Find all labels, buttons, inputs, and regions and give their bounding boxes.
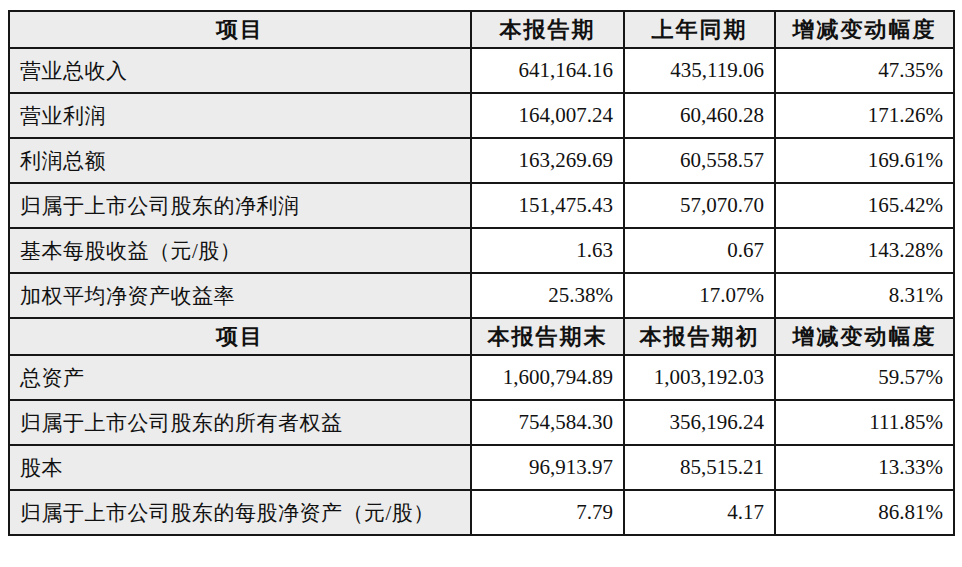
cell-change-percent: 143.28% (775, 228, 954, 273)
financial-summary-table: 项目本报告期上年同期增减变动幅度营业总收入641,164.16435,119.0… (8, 10, 955, 536)
cell-change-percent: 59.57% (775, 355, 954, 400)
cell-change-percent: 13.33% (775, 445, 954, 490)
column-header-value-col-2: 上年同期 (624, 11, 775, 48)
header-row-section-1: 项目本报告期上年同期增减变动幅度 (9, 11, 954, 48)
table-row: 营业总收入641,164.16435,119.0647.35% (9, 48, 954, 93)
row-label: 利润总额 (9, 138, 471, 183)
table-row: 总资产1,600,794.891,003,192.0359.57% (9, 355, 954, 400)
cell-value-col-1: 1,600,794.89 (471, 355, 624, 400)
cell-value-col-1: 641,164.16 (471, 48, 624, 93)
row-label: 总资产 (9, 355, 471, 400)
row-label: 营业总收入 (9, 48, 471, 93)
column-header-row-label: 项目 (9, 318, 471, 355)
table-row: 归属于上市公司股东的每股净资产（元/股）7.794.1786.81% (9, 490, 954, 535)
row-label: 基本每股收益（元/股） (9, 228, 471, 273)
row-label: 归属于上市公司股东的每股净资产（元/股） (9, 490, 471, 535)
cell-value-col-2: 0.67 (624, 228, 775, 273)
row-label: 归属于上市公司股东的所有者权益 (9, 400, 471, 445)
column-header-change-percent: 增减变动幅度 (775, 318, 954, 355)
row-label: 归属于上市公司股东的净利润 (9, 183, 471, 228)
cell-value-col-1: 163,269.69 (471, 138, 624, 183)
column-header-row-label: 项目 (9, 11, 471, 48)
cell-value-col-2: 57,070.70 (624, 183, 775, 228)
table-row: 营业利润164,007.2460,460.28171.26% (9, 93, 954, 138)
cell-value-col-1: 754,584.30 (471, 400, 624, 445)
table-body: 项目本报告期上年同期增减变动幅度营业总收入641,164.16435,119.0… (9, 11, 954, 535)
cell-value-col-2: 356,196.24 (624, 400, 775, 445)
cell-change-percent: 171.26% (775, 93, 954, 138)
cell-value-col-2: 435,119.06 (624, 48, 775, 93)
cell-value-col-1: 25.38% (471, 273, 624, 318)
column-header-value-col-1: 本报告期 (471, 11, 624, 48)
row-label: 股本 (9, 445, 471, 490)
row-label: 加权平均净资产收益率 (9, 273, 471, 318)
cell-value-col-1: 96,913.97 (471, 445, 624, 490)
cell-value-col-2: 1,003,192.03 (624, 355, 775, 400)
cell-value-col-1: 1.63 (471, 228, 624, 273)
table-row: 股本96,913.9785,515.2113.33% (9, 445, 954, 490)
table-row: 归属于上市公司股东的所有者权益754,584.30356,196.24111.8… (9, 400, 954, 445)
cell-change-percent: 86.81% (775, 490, 954, 535)
cell-change-percent: 111.85% (775, 400, 954, 445)
cell-value-col-1: 7.79 (471, 490, 624, 535)
cell-value-col-2: 60,460.28 (624, 93, 775, 138)
financial-report-page: 项目本报告期上年同期增减变动幅度营业总收入641,164.16435,119.0… (0, 0, 962, 546)
header-row-section-2: 项目本报告期末本报告期初增减变动幅度 (9, 318, 954, 355)
cell-change-percent: 165.42% (775, 183, 954, 228)
cell-change-percent: 47.35% (775, 48, 954, 93)
row-label: 营业利润 (9, 93, 471, 138)
cell-value-col-1: 151,475.43 (471, 183, 624, 228)
column-header-value-col-1: 本报告期末 (471, 318, 624, 355)
table-row: 基本每股收益（元/股）1.630.67143.28% (9, 228, 954, 273)
table-row: 利润总额163,269.6960,558.57169.61% (9, 138, 954, 183)
column-header-value-col-2: 本报告期初 (624, 318, 775, 355)
table-row: 归属于上市公司股东的净利润151,475.4357,070.70165.42% (9, 183, 954, 228)
table-row: 加权平均净资产收益率25.38%17.07%8.31% (9, 273, 954, 318)
column-header-change-percent: 增减变动幅度 (775, 11, 954, 48)
cell-value-col-2: 17.07% (624, 273, 775, 318)
cell-value-col-1: 164,007.24 (471, 93, 624, 138)
cell-value-col-2: 60,558.57 (624, 138, 775, 183)
cell-change-percent: 8.31% (775, 273, 954, 318)
cell-change-percent: 169.61% (775, 138, 954, 183)
cell-value-col-2: 4.17 (624, 490, 775, 535)
cell-value-col-2: 85,515.21 (624, 445, 775, 490)
